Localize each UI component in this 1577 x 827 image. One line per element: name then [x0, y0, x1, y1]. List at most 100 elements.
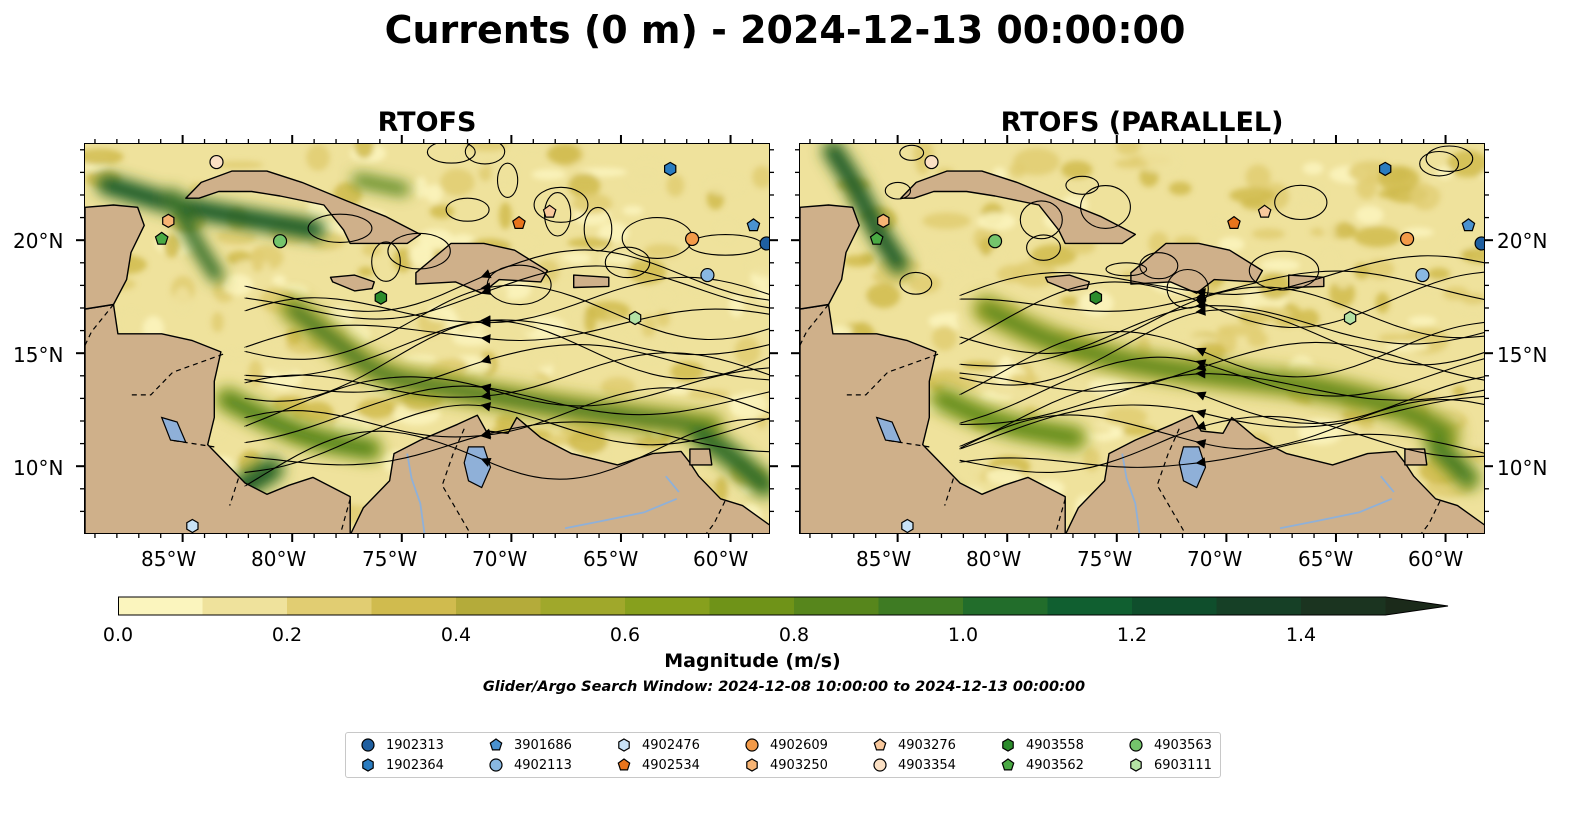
- current-jet-1: [168, 191, 221, 280]
- eddy-streamline: [1105, 262, 1148, 277]
- land-layer: [800, 170, 1484, 533]
- search-window-note: Glider/Argo Search Window: 2024-12-08 10…: [482, 679, 1086, 695]
- border-0: [800, 304, 829, 346]
- legend-item-4903276: 4903276: [872, 735, 956, 755]
- current-jet-4: [1430, 439, 1474, 484]
- cuba-land: [185, 170, 421, 245]
- eddy-streamline: [533, 186, 589, 223]
- legend-label: 4902609: [770, 737, 828, 753]
- colorbar-bin-3: [371, 597, 457, 615]
- float-marker-4903558: [1089, 290, 1103, 305]
- colorbar-tick-0: 0.0: [102, 624, 134, 646]
- eddy-streamline: [426, 144, 476, 164]
- colorbar-bin-5: [540, 597, 626, 615]
- streamline: [959, 271, 1484, 345]
- colorbar-tick-5: 1.0: [947, 624, 979, 646]
- colorbar-tick-6: 1.2: [1116, 624, 1148, 646]
- float-marker-3901686: [746, 218, 761, 232]
- float-marker-1902364: [663, 161, 677, 177]
- lon-label-65w-right: 65°W: [1298, 547, 1354, 571]
- border-3: [944, 478, 954, 506]
- hexagon-marker-icon: [1130, 758, 1142, 772]
- streamline: [244, 421, 769, 466]
- streamlines: [884, 144, 1484, 474]
- streamline: [244, 387, 769, 438]
- legend-item-3901686: 3901686: [488, 735, 572, 755]
- pentagon-marker-icon: [489, 738, 503, 751]
- border-4: [340, 498, 351, 531]
- puerto-rico-land: [573, 274, 610, 289]
- legend-marker: [1129, 738, 1143, 752]
- lon-label-80w-right: 80°W: [966, 547, 1022, 571]
- legend-label: 4902534: [642, 757, 700, 773]
- legend-item-4903563: 4903563: [1128, 735, 1212, 755]
- eddy-streamline: [1080, 185, 1131, 229]
- pentagon-marker-icon: [873, 738, 887, 751]
- current-jet-3: [221, 393, 376, 456]
- colorbar-label: Magnitude (m/s): [664, 650, 841, 672]
- eddy-streamline: [496, 162, 519, 198]
- streamline-arrow: [480, 390, 491, 401]
- border-0: [85, 304, 114, 346]
- eddy-streamline: [371, 241, 401, 282]
- border-3: [229, 478, 239, 506]
- float-marker-1902364: [1378, 161, 1392, 177]
- lat-label-10n-left: 10°N: [13, 456, 64, 480]
- streamline: [959, 356, 1484, 424]
- eddy-streamline: [464, 144, 506, 165]
- eddy-streamline: [604, 246, 651, 279]
- streamline: [959, 415, 1484, 474]
- circle-marker-icon: [361, 738, 375, 752]
- eddy-streamline: [1019, 200, 1063, 240]
- colorbar-bin-12: [1132, 597, 1218, 615]
- streamline-arrow: [480, 269, 492, 279]
- float-marker-3901686: [1461, 218, 1476, 232]
- lon-label-85w-right: 85°W: [856, 547, 912, 571]
- hexagon-marker-icon: [1002, 738, 1014, 752]
- colorbar-bin-0: [118, 597, 204, 615]
- streamline: [244, 284, 769, 360]
- colorbar-gradient: [118, 596, 1449, 616]
- lon-label-80w-left: 80°W: [251, 547, 307, 571]
- legend-marker: [746, 758, 758, 772]
- yucatan-land: [85, 204, 145, 310]
- legend-marker: [489, 738, 503, 751]
- hexagon-marker-icon: [618, 738, 630, 752]
- lon-label-75w-right: 75°W: [1077, 547, 1133, 571]
- legend-label: 1902313: [386, 737, 444, 753]
- eddy-streamline: [899, 144, 925, 161]
- legend-label: 4903354: [898, 757, 956, 773]
- legend-label: 4903558: [1026, 737, 1084, 753]
- float-markers: [154, 154, 769, 533]
- streamline-arrow: [480, 334, 491, 344]
- lake-maracaibo: [463, 446, 492, 489]
- river-1: [564, 497, 678, 530]
- streamline: [959, 309, 1484, 386]
- float-marker-4903250: [162, 213, 175, 228]
- colorbar-tick-1: 0.2: [271, 624, 303, 646]
- streamline-arrow: [480, 383, 492, 393]
- streamline-arrow: [1195, 439, 1207, 449]
- border-2: [170, 439, 215, 448]
- colorbar-bin-8: [794, 597, 880, 615]
- eddy-streamline: [1419, 150, 1460, 177]
- legend-item-4903562: 4903562: [1000, 755, 1084, 775]
- streamline-arrow: [480, 428, 492, 439]
- colorbar-tick-3: 0.6: [609, 624, 641, 646]
- colorbar: [118, 596, 1458, 620]
- streamline: [244, 308, 769, 348]
- trinidad-land: [1404, 448, 1428, 466]
- eddy-streamline: [1248, 250, 1320, 291]
- map-canvas: [800, 144, 1484, 533]
- streamline: [244, 344, 769, 393]
- float-marker-4902534: [1227, 215, 1241, 230]
- legend-marker: [1002, 738, 1014, 752]
- colorbar-bin-14: [1301, 597, 1387, 615]
- float-markers: [869, 154, 1484, 533]
- streamline-arrow: [480, 315, 491, 326]
- legend-label: 4903563: [1154, 737, 1212, 753]
- streamlines: [244, 144, 769, 487]
- float-marker-4902534: [512, 215, 526, 230]
- legend-item-4902609: 4902609: [744, 735, 828, 755]
- legend-label: 4903276: [898, 737, 956, 753]
